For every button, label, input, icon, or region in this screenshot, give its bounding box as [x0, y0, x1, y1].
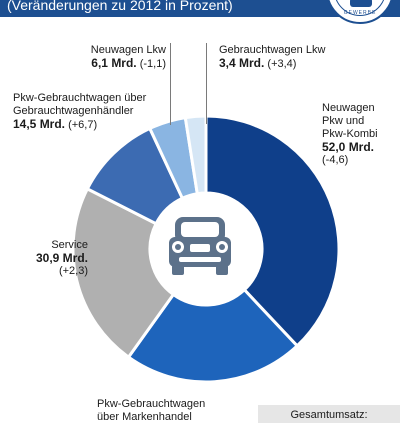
chart-subtitle: (Veränderungen zu 2012 in Prozent): [7, 0, 233, 13]
label-neuwagen-pkw-name1: Neuwagen: [322, 102, 375, 114]
label-neuwagen-pkw-name3: Pkw-Kombi: [322, 128, 378, 140]
label-neuwagen-lkw-value: 6,1 Mrd.: [91, 56, 137, 70]
car-headlight-right-inner: [219, 244, 225, 250]
car-icon: [350, 0, 372, 7]
label-service-name: Service: [51, 239, 88, 251]
label-service-value: 30,9 Mrd.: [35, 251, 88, 265]
donut-slice-1: [126, 287, 300, 384]
label-pkw-gw-handler-value: 14,5 Mrd.: [13, 117, 66, 131]
label-neuwagen-pkw: Neuwagen Pkw und Pkw-Kombi 52,0 Mrd. (-4…: [322, 102, 378, 167]
label-pkw-gw-marken: Pkw-Gebrauchtwagen über Markenhandel: [97, 398, 205, 424]
label-pkw-gw-handler: Pkw-Gebrauchtwagen über Gebrauchtwagenhä…: [13, 92, 146, 132]
label-service-change: (+2,3): [58, 265, 88, 277]
car-wheel-left: [172, 265, 184, 275]
label-gebraucht-lkw-name: Gebrauchtwagen Lkw: [219, 44, 326, 56]
donut-slice-0: [204, 114, 341, 348]
car-bumper: [179, 257, 221, 262]
donut-slices: [71, 114, 341, 384]
total-label: Gesamtumsatz:: [290, 409, 368, 421]
label-neuwagen-lkw-change: (-1,1): [139, 58, 166, 70]
label-neuwagen-lkw-name: Neuwagen Lkw: [90, 44, 166, 56]
logo-text: GEWERBE: [343, 10, 377, 16]
label-pkw-gw-handler-change: (+6,7): [68, 119, 98, 131]
label-gebraucht-lkw-change: (+3,4): [267, 58, 297, 70]
donut-slice-2: [71, 186, 176, 360]
donut-slice-5: [183, 114, 208, 196]
car-headlight-left-inner: [175, 244, 181, 250]
car-grille: [190, 244, 210, 252]
leader-gebraucht-lkw: [206, 43, 207, 124]
label-service: Service 30,9 Mrd. (+2,3): [10, 239, 88, 278]
total-box: Gesamtumsatz:: [258, 405, 400, 423]
label-neuwagen-pkw-value: 52,0 Mrd.: [322, 140, 375, 154]
label-pkw-gw-marken-name2: über Markenhandel: [97, 411, 192, 423]
label-neuwagen-lkw: Neuwagen Lkw 6,1 Mrd. (-1,1): [40, 44, 166, 71]
car-windshield: [181, 222, 219, 237]
label-neuwagen-pkw-name2: Pkw und: [322, 115, 365, 127]
leader-neuwagen-lkw: [170, 43, 171, 125]
header-bar: (Veränderungen zu 2012 in Prozent): [0, 0, 400, 17]
label-pkw-gw-handler-name2: Gebrauchtwagenhändler: [13, 105, 134, 117]
label-pkw-gw-handler-name1: Pkw-Gebrauchtwagen über: [13, 92, 147, 104]
label-pkw-gw-marken-name1: Pkw-Gebrauchtwagen: [97, 398, 206, 410]
label-neuwagen-pkw-change: (-4,6): [322, 154, 349, 166]
center-car-icon: [169, 217, 231, 275]
label-gebraucht-lkw-value: 3,4 Mrd.: [219, 56, 265, 70]
label-gebraucht-lkw: Gebrauchtwagen Lkw 3,4 Mrd. (+3,4): [219, 44, 325, 71]
car-wheel-right: [216, 265, 228, 275]
